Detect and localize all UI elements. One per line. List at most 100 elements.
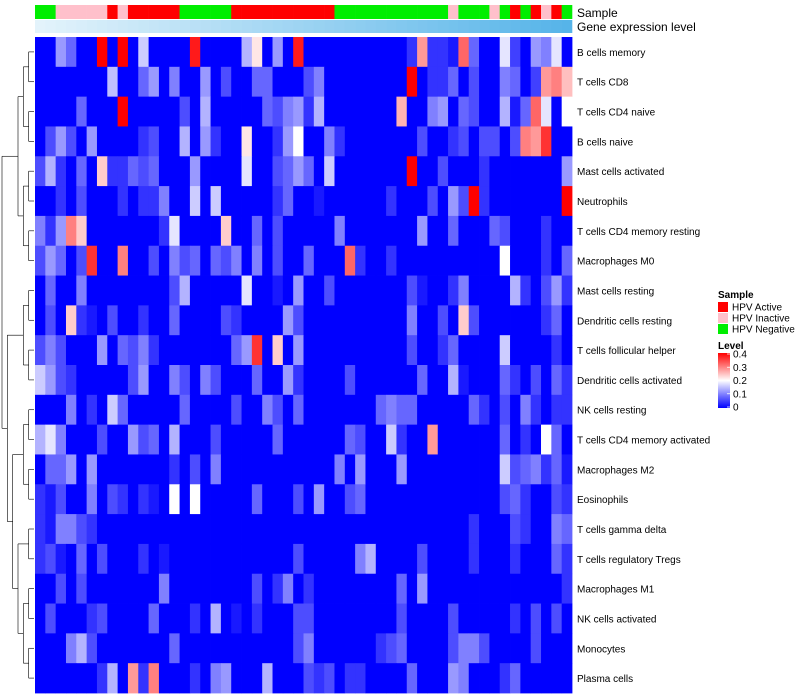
heatmap-cell [282,215,294,247]
heatmap-cell [220,96,232,127]
heatmap-cell [231,633,242,664]
heatmap-cell [499,543,511,575]
heatmap-cell [262,365,273,396]
heatmap-cell [117,335,129,366]
heatmap-cell [520,126,532,157]
heatmap-cell [210,573,222,604]
sample-annotation-cell [169,5,180,19]
heatmap-cell [189,37,201,68]
heatmap-cell [35,275,46,306]
sample-annotation-cell [86,5,98,19]
heatmap-cell [510,66,521,98]
heatmap-cell [86,454,98,485]
heatmap-cell [396,37,408,68]
heatmap-cell [365,573,377,604]
heatmap-cell [396,633,408,664]
heatmap-cell [65,186,77,217]
expression-level-cell [210,20,222,33]
heatmap-cell [386,156,397,187]
sample-annotation-cell [551,5,562,19]
heatmap-cell [541,484,552,515]
row-label: Macrophages M0 [577,257,655,268]
heatmap-cell [541,305,552,336]
heatmap-cell [148,484,160,515]
heatmap-cell [355,484,366,515]
heatmap-cell [117,543,129,575]
heatmap-cell [303,245,315,276]
heatmap-cell [551,275,563,306]
heatmap-cell [179,215,191,247]
sample-legend-swatch [718,302,728,312]
heatmap-cell [520,305,532,336]
heatmap-cell [530,215,542,247]
heatmap-cell [158,365,170,396]
heatmap-cell [96,215,108,247]
heatmap-cell [45,186,57,217]
heatmap-cell [169,663,180,694]
heatmap-cell [427,484,439,515]
heatmap-cell [334,126,346,157]
heatmap-cell [231,424,242,455]
sample-legend-swatch [718,324,728,334]
heatmap-cell [458,394,470,426]
heatmap-cell [551,335,563,366]
heatmap-cell [55,663,67,694]
heatmap-cell [158,543,170,575]
heatmap-cell [200,424,211,455]
heatmap-cell [355,573,366,604]
heatmap-cell [489,394,501,426]
heatmap-cell [541,96,552,127]
heatmap-cell [437,96,449,127]
heatmap-cell [324,603,335,634]
heatmap-cell [200,543,211,575]
level-tick-label: 0.4 [733,350,747,361]
expression-level-cell [127,20,139,33]
heatmap-cell [468,424,480,455]
heatmap-cell [334,305,346,336]
heatmap-cell [489,335,501,366]
heatmap-cell [45,37,57,68]
heatmap-cell [189,543,201,575]
expression-level-cell [158,20,170,33]
heatmap-cell [293,573,304,604]
heatmap-cell [437,126,449,157]
sample-legend-title: Sample [718,290,754,301]
heatmap-cell [220,245,232,276]
heatmap-cell [35,37,46,68]
heatmap-cell [303,424,315,455]
heatmap-cell [468,514,480,545]
heatmap-cell [313,394,325,426]
heatmap-cell [262,633,273,664]
heatmap-cell [96,245,108,276]
heatmap-cell [468,663,480,694]
sample-annotation-cell [375,5,387,19]
heatmap-cell [293,394,304,426]
heatmap-cell [365,305,377,336]
heatmap-cell [344,573,356,604]
heatmap-cell [35,305,46,336]
heatmap-cell [45,156,57,187]
heatmap-cell [179,454,191,485]
heatmap-cell [55,245,67,276]
heatmap-cell [45,245,57,276]
heatmap-cell [220,603,232,634]
heatmap-cell [427,96,439,127]
heatmap-cell [189,514,201,545]
heatmap-cell [324,66,335,98]
heatmap-cell [551,514,563,545]
heatmap-cell [510,573,521,604]
heatmap-cell [489,514,501,545]
heatmap-cell [251,96,263,127]
heatmap-cell [468,633,480,664]
heatmap-cell [127,573,139,604]
heatmap-cell [365,335,377,366]
heatmap-cell [541,543,552,575]
heatmap-cell [45,365,57,396]
heatmap-cell [499,663,511,694]
heatmap-cell [427,514,439,545]
row-labels: B cells memory T cells CD8 T cells CD4 nai… [577,48,710,685]
heatmap-cell [76,245,88,276]
heatmap-cell [448,186,459,217]
heatmap-cell [158,37,170,68]
heatmap-cell [541,514,552,545]
